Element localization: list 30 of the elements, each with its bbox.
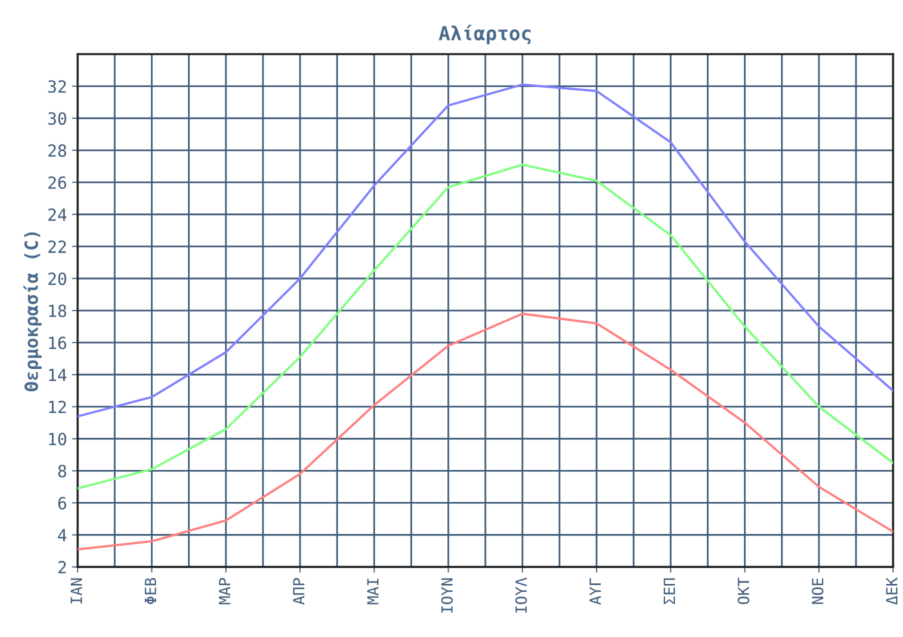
y-tick-label: 10 <box>49 432 66 446</box>
y-tick-label: 12 <box>49 400 66 414</box>
x-tick-label: ΙΑΝ <box>70 578 82 604</box>
y-tick-label: 30 <box>48 112 66 125</box>
x-tick-label: ΝΟΕ <box>812 578 824 604</box>
y-tick-label: 32 <box>48 80 66 93</box>
x-tick-label: ΟΚΤ <box>738 578 750 604</box>
y-tick-label: 24 <box>48 208 66 221</box>
y-tick-label: 16 <box>49 336 66 350</box>
y-tick-label: 22 <box>48 240 66 253</box>
y-tick-label: 14 <box>49 368 66 382</box>
x-tick-label: ΔΕΚ <box>886 577 898 605</box>
y-tick-label: 8 <box>58 464 66 478</box>
x-tick-label: ΙΟΥΛ <box>515 578 527 613</box>
x-tick-label: ΜΑΡ <box>219 578 230 604</box>
y-tick-label: 2 <box>58 560 66 574</box>
chart-title: Αλίαρτος <box>438 24 531 44</box>
y-tick-label: 28 <box>48 144 66 157</box>
x-tick-label: ΑΠΡ <box>293 578 304 605</box>
x-tick-label: ΣΕΠ <box>664 578 675 604</box>
y-tick-label: 20 <box>48 272 66 286</box>
x-tick-label: ΜΑΙ <box>367 578 378 604</box>
y-tick-label: 6 <box>58 496 66 510</box>
x-tick-label: ΦΕΒ <box>144 578 156 604</box>
x-tick-label: ΑΥΓ <box>590 578 601 605</box>
y-tick-label: 26 <box>48 176 66 189</box>
y-tick-label: 4 <box>58 529 66 542</box>
x-tick-label: ΙΟΥΝ <box>441 578 453 613</box>
y-tick-label: 18 <box>49 304 66 318</box>
y-axis-title: Θερμοκρασία (C) <box>23 232 42 392</box>
